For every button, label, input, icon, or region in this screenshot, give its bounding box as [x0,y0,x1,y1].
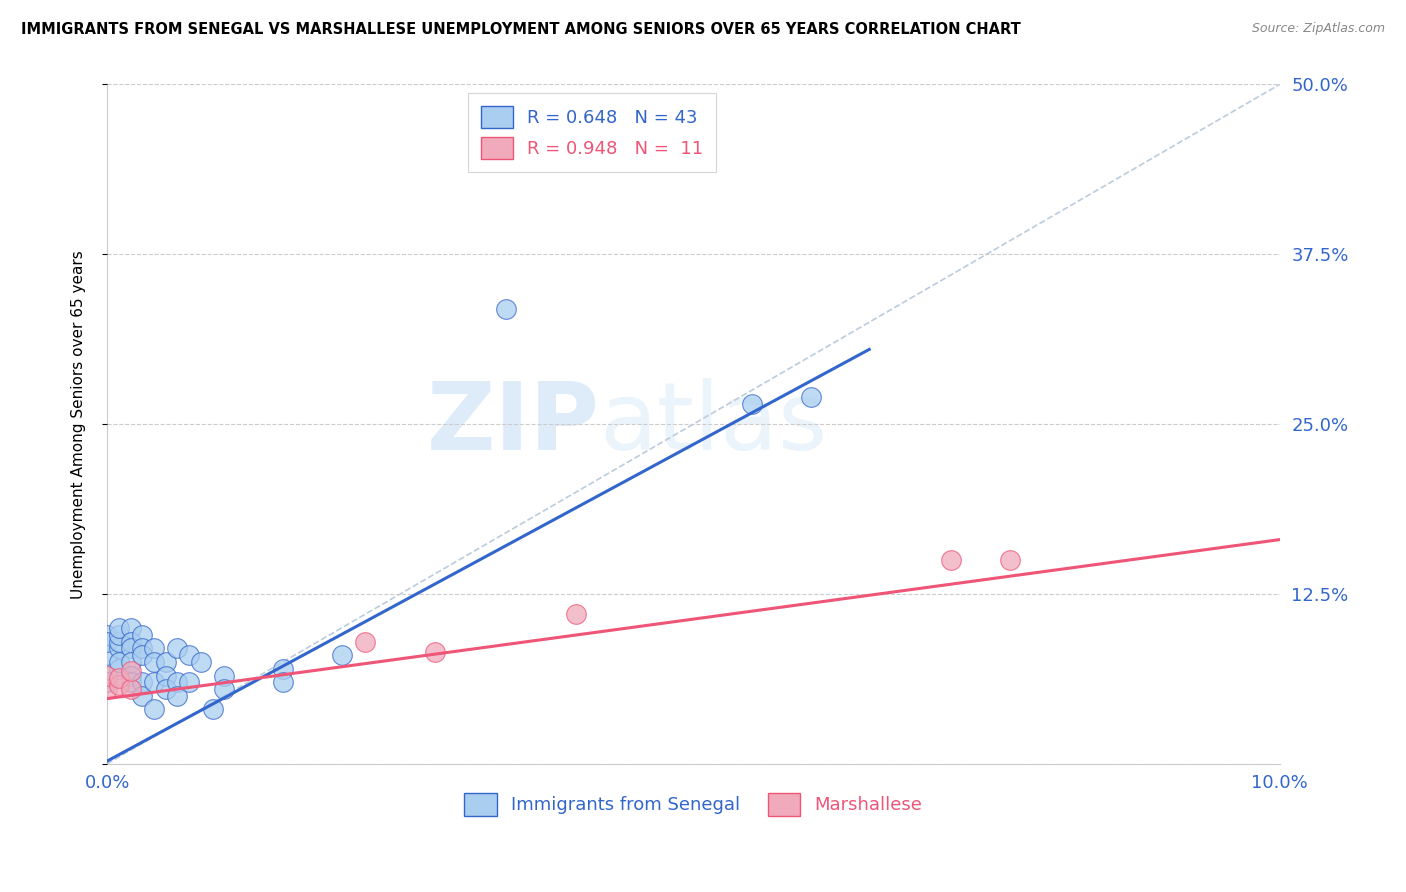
Point [120,655,142,669]
Point [96,628,118,642]
Point [143,655,166,669]
Point [741,397,763,411]
Point [166,675,188,690]
Point [107,621,129,635]
Point [330,648,353,662]
Point [120,665,142,679]
Point [96,675,118,690]
Point [131,675,153,690]
Point [354,634,377,648]
Point [120,668,142,682]
Point [271,675,294,690]
Point [425,645,447,659]
Point [107,634,129,648]
Point [143,641,166,656]
Text: ZIP: ZIP [426,378,599,470]
Text: Source: ZipAtlas.com: Source: ZipAtlas.com [1251,22,1385,36]
Text: atlas: atlas [599,378,828,470]
Y-axis label: Unemployment Among Seniors over 65 years: Unemployment Among Seniors over 65 years [72,250,86,599]
Point [214,668,236,682]
Point [214,682,236,697]
Point [565,607,588,622]
Point [131,628,153,642]
Point [166,641,188,656]
Point [120,621,142,635]
Point [120,675,142,690]
Point [143,702,166,716]
Point [96,648,118,662]
Point [96,634,118,648]
Point [155,655,177,669]
Point [120,641,142,656]
Point [166,689,188,703]
Point [271,662,294,676]
Point [800,390,823,404]
Point [107,655,129,669]
Point [495,301,517,316]
Point [155,668,177,682]
Legend: Immigrants from Senegal, Marshallese: Immigrants from Senegal, Marshallese [457,786,929,822]
Point [201,702,224,716]
Point [120,634,142,648]
Point [131,641,153,656]
Point [107,628,129,642]
Point [107,671,129,685]
Point [179,648,201,662]
Point [131,689,153,703]
Point [107,678,129,692]
Point [131,648,153,662]
Point [155,682,177,697]
Point [120,682,142,697]
Text: IMMIGRANTS FROM SENEGAL VS MARSHALLESE UNEMPLOYMENT AMONG SENIORS OVER 65 YEARS : IMMIGRANTS FROM SENEGAL VS MARSHALLESE U… [21,22,1021,37]
Point [998,553,1021,567]
Point [107,641,129,656]
Point [941,553,963,567]
Point [107,662,129,676]
Point [143,675,166,690]
Point [190,655,212,669]
Point [96,682,118,697]
Point [96,668,118,682]
Point [179,675,201,690]
